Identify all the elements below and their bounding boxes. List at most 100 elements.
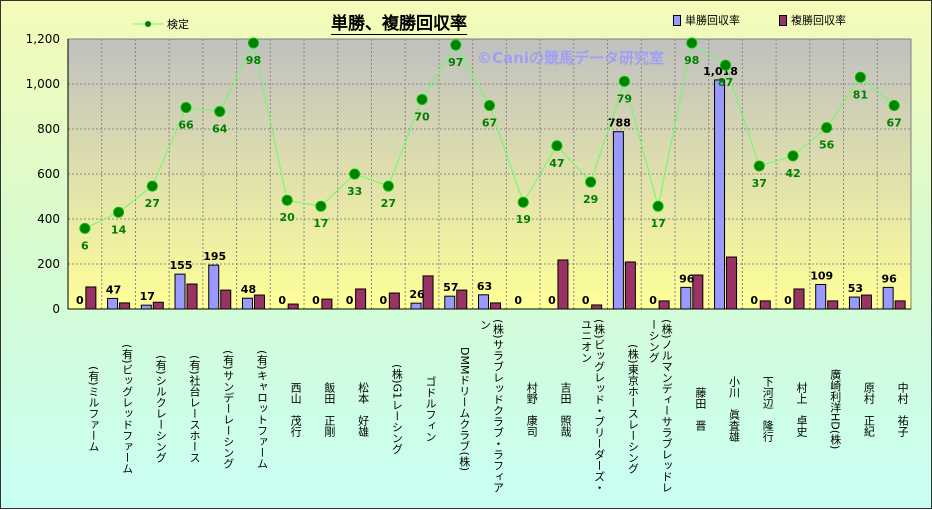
x-tick-label: 藤田 晋: [693, 387, 707, 431]
line-marker: [113, 206, 125, 218]
legend-win-swatch: [673, 14, 681, 26]
bar-win: [208, 264, 220, 310]
line-marker: [180, 102, 192, 114]
y-tick-label: 800: [37, 122, 60, 136]
bar-win: [478, 294, 489, 310]
bar-win-label: 26: [409, 288, 425, 301]
legend-line-marker: [133, 21, 163, 27]
x-tick-label: DMMドリームクラブ(株): [457, 346, 471, 472]
x-tick-label: 松本 好雄: [356, 381, 370, 437]
bar-win-label: 96: [679, 272, 695, 285]
x-tick-label: 西山 茂行: [289, 381, 303, 437]
line-marker: [247, 37, 259, 49]
bar-place: [894, 300, 906, 310]
bar-place: [490, 302, 501, 310]
x-tick-label: (株)サラブレッドクラブ・ラフィアン: [478, 319, 505, 493]
bar-place: [253, 294, 265, 310]
bar-win: [444, 295, 456, 310]
legend-line: 検定: [133, 16, 189, 32]
line-marker: [382, 180, 394, 192]
watermark: ©Caniの競馬データ研究室: [477, 49, 664, 67]
line-data-label: 98: [246, 54, 261, 67]
bar-win-label: 47: [106, 283, 121, 296]
bar-place: [85, 286, 97, 310]
line-data-label: 64: [212, 123, 228, 136]
line-marker: [888, 99, 900, 111]
bar-win-label: 63: [477, 280, 492, 293]
bar-win-label: 195: [203, 250, 226, 263]
line-data-label: 42: [785, 167, 800, 180]
bar-place: [624, 261, 636, 310]
bar-win: [714, 79, 726, 310]
bar-win-label: 0: [750, 294, 758, 307]
line-marker: [281, 194, 293, 206]
bar-win: [882, 286, 894, 310]
bar-win-label: 155: [170, 259, 193, 272]
legend-place: 複勝回収率: [779, 12, 846, 28]
line-data-label: 70: [414, 110, 430, 123]
bar-place: [759, 300, 771, 310]
x-tick-label: 村上 卓史: [794, 381, 808, 437]
y-tick-label: 600: [37, 167, 60, 181]
line-data-label: 56: [819, 139, 835, 152]
x-tick-label: 小川 眞査雄: [727, 376, 741, 442]
bar-place: [793, 288, 805, 310]
line-data-label: 97: [448, 56, 463, 69]
x-tick-label: (有)キャロットファーム: [255, 349, 269, 469]
x-tick-label: 飯田 正剛: [322, 381, 336, 437]
bar-place: [355, 288, 367, 310]
line-data-label: 87: [718, 76, 733, 89]
bar-win-label: 0: [76, 294, 84, 307]
line-data-label: 17: [313, 217, 328, 230]
bar-place: [726, 256, 738, 310]
bar-win-label: 0: [312, 294, 320, 307]
bar-place: [860, 294, 872, 310]
x-tick-label: (有)社台レースホース: [188, 355, 202, 463]
line-data-label: 27: [381, 197, 396, 210]
line-data-label: 20: [280, 211, 296, 224]
bar-place: [186, 283, 198, 310]
bar-win: [815, 283, 827, 310]
line-marker: [720, 59, 732, 71]
line-marker: [214, 106, 226, 118]
line-marker: [349, 168, 361, 180]
x-tick-label: (有)ビッグレッドファーム: [120, 344, 134, 474]
chart-title: 単勝、複勝回収率: [331, 9, 467, 35]
y-tick-label: 0: [52, 302, 60, 316]
x-tick-label: (有)シルクレーシング: [154, 355, 168, 463]
line-marker: [450, 39, 462, 51]
bar-place: [827, 300, 839, 310]
x-tick-label: (株)東京ホースレーシング: [626, 344, 640, 474]
line-data-label: 29: [583, 193, 598, 206]
bar-win: [612, 131, 624, 310]
bar-place: [220, 289, 232, 310]
chart-title-text: 単勝、複勝回収率: [331, 14, 467, 35]
legend-place-swatch: [779, 14, 787, 26]
line-marker: [753, 160, 765, 172]
bar-win-label: 48: [241, 283, 256, 296]
line-data-label: 6: [81, 239, 89, 252]
line-data-label: 27: [145, 197, 160, 210]
x-tick-label: (株)G1レーシング: [390, 363, 404, 455]
bar-win-label: 109: [810, 269, 833, 282]
bar-win-label: 0: [548, 294, 556, 307]
x-tick-label: (株)ビッグレッド・ブリーダーズ・ユニオン: [579, 319, 606, 493]
y-tick-label: 200: [37, 257, 60, 271]
line-marker: [551, 140, 563, 152]
line-data-label: 33: [347, 185, 362, 198]
bar-win-label: 0: [784, 294, 792, 307]
line-data-label: 14: [111, 223, 127, 236]
line-marker: [618, 75, 630, 87]
bar-win: [848, 296, 860, 310]
x-tick-label: 原村 正紀: [862, 381, 876, 437]
legend-win-label: 単勝回収率: [685, 14, 740, 27]
x-tick-label: ゴドルフィン: [424, 376, 438, 442]
bar-win-label: 17: [140, 290, 155, 303]
bar-win-label: 788: [608, 117, 631, 130]
line-marker: [686, 37, 698, 49]
line-marker: [652, 200, 664, 212]
line-data-label: 79: [617, 92, 632, 105]
bar-win-label: 0: [380, 294, 388, 307]
bar-win-label: 96: [881, 272, 897, 285]
